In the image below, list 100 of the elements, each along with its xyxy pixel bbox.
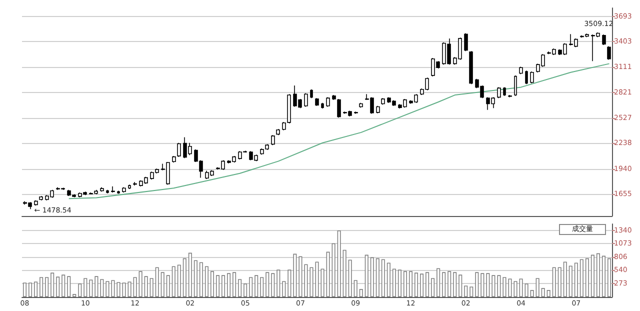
bar [426,272,430,297]
candlestick [332,94,336,100]
bar [436,268,440,297]
candlestick [310,88,313,98]
bar [585,258,589,297]
bar [288,270,292,297]
bar [458,274,462,297]
bar [150,278,154,297]
bar [420,274,424,297]
bar [89,280,93,297]
bar [221,275,226,297]
bar [364,254,368,297]
candlestick [530,71,534,84]
bar [475,272,479,297]
bar [111,280,115,297]
bar [62,274,66,297]
bar [546,290,550,297]
bar [166,275,170,297]
bar [470,286,474,297]
candlestick [177,142,181,158]
bar [244,284,248,297]
candlestick [503,86,506,96]
candlestick [106,189,109,194]
bar [442,272,446,297]
candlestick [326,96,330,108]
bar [370,257,374,297]
bar [602,256,606,297]
candlestick [117,190,120,194]
bar [431,278,435,297]
bar [50,272,54,297]
bar [408,271,413,297]
bar [563,262,567,297]
bar [332,243,336,297]
candlestick [111,186,115,193]
candlestick [271,134,275,146]
candlestick [122,186,126,193]
bar [448,271,452,297]
bar [271,273,275,297]
bar [530,290,534,297]
candlestick [100,186,104,192]
bar [266,272,270,297]
bar [486,273,490,297]
bar [348,260,352,297]
bar [100,279,104,297]
bar [376,258,380,297]
bar [210,271,214,297]
bar [558,267,562,297]
bar [519,278,523,297]
candlestick [525,70,528,85]
bar [552,267,556,297]
bar [144,276,148,297]
bar [541,288,545,297]
bar [298,256,302,297]
bar [453,272,457,297]
bar [568,266,572,297]
bar [293,254,297,297]
candlestick [337,98,341,118]
bar [260,277,264,297]
bar [56,276,60,297]
bar [128,282,132,297]
bar [78,284,82,297]
bar [536,278,540,297]
bar [342,250,346,297]
bar [28,282,32,297]
candlestick [276,128,280,136]
candlestick [519,66,523,75]
bar [276,270,280,297]
bar [497,275,501,297]
bar [337,230,341,297]
bar [392,268,396,297]
candlestick [321,102,324,109]
bar [304,264,308,297]
bar [155,267,159,297]
bar [40,277,44,297]
bar [524,284,528,297]
bar [381,259,385,297]
candlestick [514,75,517,96]
bar [282,281,286,297]
candlestick [354,111,358,114]
candlestick [133,182,137,186]
bar [398,270,402,297]
bar [574,262,578,297]
bar [249,277,253,297]
bar [232,272,236,297]
bar [67,276,71,297]
bar [386,262,390,297]
bar [326,252,330,297]
candlestick [128,184,131,190]
bar [106,281,110,297]
candlestick [359,102,363,108]
candlestick [607,46,611,60]
bar [596,253,600,297]
bar [188,252,192,297]
candlestick [315,98,319,106]
candlestick [172,156,176,163]
bar [480,273,484,297]
candlestick [304,92,308,108]
candlestick [602,34,606,46]
bar [177,264,181,297]
bar [502,277,506,297]
